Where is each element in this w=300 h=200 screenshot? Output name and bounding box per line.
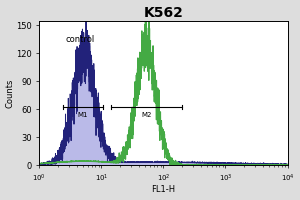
Text: M1: M1 (77, 112, 88, 118)
Y-axis label: Counts: Counts (6, 78, 15, 108)
Title: K562: K562 (143, 6, 183, 20)
Text: control: control (65, 35, 94, 44)
X-axis label: FL1-H: FL1-H (152, 185, 176, 194)
Text: M2: M2 (141, 112, 152, 118)
